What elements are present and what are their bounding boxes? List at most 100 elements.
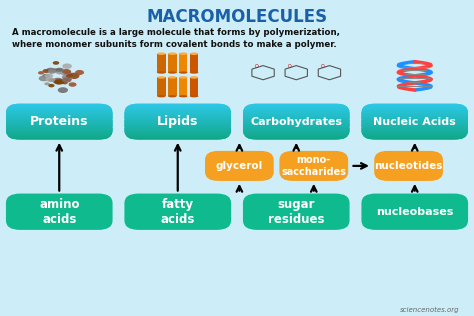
Bar	[243, 113, 349, 114]
Bar	[6, 109, 112, 110]
Bar	[124, 108, 231, 109]
Bar	[124, 106, 231, 107]
Ellipse shape	[52, 68, 58, 72]
Bar	[243, 106, 349, 108]
Bar	[6, 103, 112, 104]
Bar	[124, 127, 231, 128]
Bar	[361, 133, 468, 135]
Bar	[6, 121, 112, 122]
Bar	[6, 133, 112, 134]
Bar	[124, 104, 231, 106]
Bar	[6, 116, 112, 117]
Ellipse shape	[62, 78, 72, 83]
Bar	[361, 136, 468, 137]
Bar	[6, 133, 112, 135]
Bar	[243, 105, 349, 106]
Text: nucleobases: nucleobases	[376, 207, 454, 217]
Ellipse shape	[58, 87, 68, 93]
Bar	[124, 103, 231, 104]
Bar	[243, 132, 349, 133]
Ellipse shape	[62, 74, 73, 80]
Bar	[361, 107, 468, 109]
Bar	[124, 109, 231, 110]
FancyBboxPatch shape	[243, 193, 349, 230]
Bar	[243, 117, 349, 118]
Ellipse shape	[157, 95, 166, 97]
Text: Nucleic Acids: Nucleic Acids	[374, 117, 456, 127]
Bar	[6, 134, 112, 136]
Bar	[6, 124, 112, 125]
Text: nucleotides: nucleotides	[374, 161, 443, 171]
Bar	[6, 108, 112, 109]
Text: mono-
saccharides: mono- saccharides	[281, 155, 346, 177]
Bar	[243, 136, 349, 138]
Bar	[6, 112, 112, 113]
Bar	[243, 106, 349, 107]
Bar	[124, 117, 231, 118]
Bar	[361, 123, 468, 125]
Bar	[6, 122, 112, 123]
Bar	[361, 131, 468, 133]
Bar	[243, 111, 349, 112]
Bar	[361, 109, 468, 111]
Text: Lipids: Lipids	[157, 115, 199, 128]
Bar	[6, 125, 112, 126]
Bar	[361, 103, 468, 104]
Bar	[157, 77, 166, 96]
Bar	[361, 137, 468, 138]
FancyBboxPatch shape	[374, 151, 443, 181]
Bar	[124, 133, 231, 135]
Ellipse shape	[55, 68, 66, 75]
Ellipse shape	[60, 69, 70, 75]
Bar	[179, 54, 188, 73]
Bar	[361, 126, 468, 127]
Ellipse shape	[75, 70, 84, 75]
Bar	[361, 130, 468, 131]
Bar	[361, 120, 468, 122]
Bar	[6, 115, 112, 117]
Bar	[361, 128, 468, 130]
Bar	[124, 125, 231, 127]
Ellipse shape	[168, 52, 176, 55]
Text: fatty
acids: fatty acids	[161, 198, 195, 226]
Bar	[6, 112, 112, 114]
Bar	[361, 105, 468, 106]
FancyBboxPatch shape	[205, 151, 274, 181]
Bar	[6, 136, 112, 137]
Bar	[361, 134, 468, 136]
Text: O: O	[255, 64, 258, 69]
Bar	[243, 109, 349, 111]
Bar	[361, 136, 468, 138]
Bar	[124, 115, 231, 117]
Bar	[243, 127, 349, 128]
Bar	[243, 120, 349, 122]
Bar	[6, 117, 112, 118]
Ellipse shape	[48, 69, 56, 74]
Bar	[124, 109, 231, 111]
Ellipse shape	[179, 71, 187, 74]
Bar	[361, 108, 468, 109]
Ellipse shape	[44, 82, 50, 85]
Ellipse shape	[157, 71, 166, 74]
Ellipse shape	[68, 73, 80, 79]
Bar	[361, 104, 468, 105]
Bar	[361, 104, 468, 106]
Bar	[6, 128, 112, 129]
Ellipse shape	[62, 64, 72, 69]
Ellipse shape	[69, 82, 76, 87]
Ellipse shape	[48, 78, 55, 82]
Bar	[124, 129, 231, 131]
Bar	[6, 106, 112, 107]
Bar	[168, 54, 176, 73]
Bar	[6, 125, 112, 127]
Ellipse shape	[48, 84, 55, 87]
Bar	[361, 135, 468, 136]
Bar	[243, 110, 349, 112]
Bar	[157, 54, 166, 73]
Bar	[124, 121, 231, 122]
Bar	[124, 137, 231, 138]
Text: where monomer subunits form covalent bonds to make a polymer.: where monomer subunits form covalent bon…	[12, 40, 337, 49]
Bar	[190, 77, 199, 96]
Bar	[6, 131, 112, 132]
Text: A macromolecule is a large molecule that forms by polymerization,: A macromolecule is a large molecule that…	[12, 28, 340, 37]
